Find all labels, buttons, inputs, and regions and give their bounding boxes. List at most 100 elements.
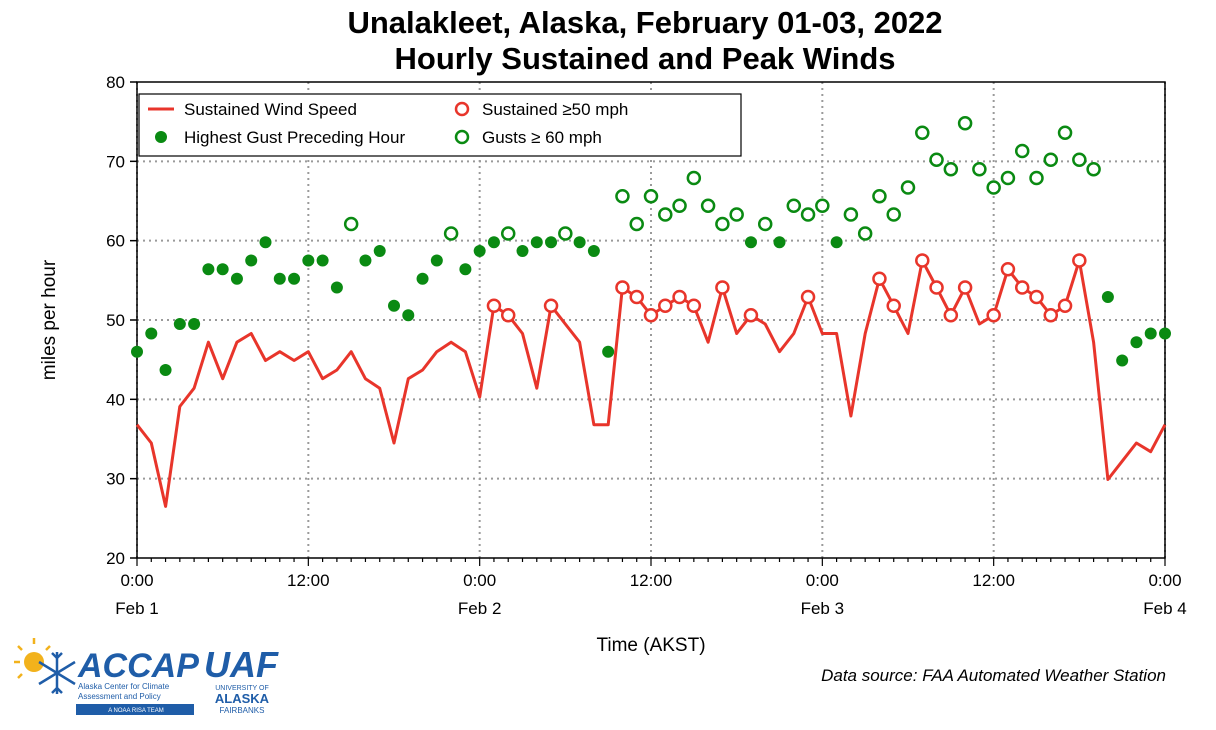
y-tick-label: 40	[106, 390, 125, 409]
data-source-note: Data source: FAA Automated Weather Stati…	[821, 666, 1166, 685]
gust-point	[1159, 327, 1171, 340]
y-tick-label: 50	[106, 311, 125, 330]
sustained-high-point	[643, 307, 659, 323]
x-tick-label: 0:00	[120, 571, 153, 590]
gust-point	[459, 263, 472, 276]
sustained-high-point	[1029, 289, 1044, 305]
gust-high-point	[1086, 162, 1101, 177]
gust-point	[288, 272, 301, 285]
gust-point	[159, 363, 172, 376]
sustained-high-point	[800, 289, 816, 305]
gust-point	[830, 236, 843, 249]
x-tick-label: 0:00	[1148, 571, 1181, 590]
gust-high-point	[615, 188, 630, 204]
x-tick-label: 0:00	[806, 571, 839, 590]
sustained-high-point	[929, 280, 944, 295]
gust-high-point	[729, 207, 744, 222]
gust-high-point	[972, 162, 987, 177]
gust-point	[744, 236, 757, 249]
gust-high-point	[900, 180, 916, 195]
gust-high-point	[643, 188, 659, 204]
y-axis-label: miles per hour	[39, 259, 60, 380]
sustained-high-point	[1057, 298, 1073, 313]
sustained-high-point	[543, 298, 559, 313]
gust-point	[473, 244, 486, 257]
chart-subtitle: Hourly Sustained and Peak Winds	[394, 41, 896, 76]
gust-point	[373, 244, 386, 257]
gust-point	[202, 263, 215, 276]
gust-high-point	[500, 226, 516, 241]
gust-high-point	[872, 188, 887, 204]
sustained-high-point	[886, 298, 901, 313]
sustained-high-point	[957, 280, 973, 295]
x-tick-label: 12:00	[972, 571, 1015, 590]
gust-point	[259, 236, 272, 249]
gust-point	[416, 272, 429, 285]
gust-point	[302, 254, 315, 267]
gust-point	[1101, 290, 1114, 303]
y-tick-label: 30	[106, 470, 125, 489]
x-tick-date-label: Feb 2	[458, 599, 501, 618]
uaf-logo-sub2: ALASKA	[215, 691, 270, 706]
gust-point	[330, 281, 343, 294]
sustained-high-point	[1014, 280, 1030, 295]
snowflake-icon	[38, 652, 76, 694]
gust-high-point	[629, 216, 644, 232]
legend-box	[138, 93, 742, 157]
gust-point	[1116, 354, 1129, 367]
chart-title: Unalakleet, Alaska, February 01-03, 2022	[347, 5, 943, 40]
y-tick-label: 60	[106, 232, 125, 251]
sustained-high-point	[715, 280, 730, 295]
sustained-high-point	[629, 289, 644, 305]
gust-high-point	[786, 198, 802, 214]
gust-point	[359, 254, 372, 267]
gust-point	[402, 309, 415, 322]
sustained-markers	[486, 253, 1087, 323]
sustained-high-point	[1043, 307, 1059, 323]
gust-high-point	[929, 152, 944, 167]
sustained-high-point	[743, 307, 759, 323]
sustained-high-point	[672, 289, 687, 305]
sustained-high-point	[658, 298, 673, 313]
gust-high-point	[1029, 170, 1044, 186]
gust-high-point	[915, 125, 930, 141]
x-tick-date-label: Feb 4	[1143, 599, 1186, 618]
gust-high-point	[815, 198, 830, 214]
gust-markers	[131, 116, 1171, 376]
gust-point	[173, 317, 186, 330]
gust-point	[516, 244, 529, 257]
y-tick-label: 20	[106, 549, 125, 568]
legend-gust-filled-swatch	[155, 131, 167, 143]
legend: Sustained Wind Speed Sustained ≥50 mph H…	[138, 93, 742, 157]
accap-logo-sub1: Alaska Center for Climate	[78, 682, 170, 691]
axis-ticks: 20 30 40 50 60 70 80 0:00 Feb 1 12:00 0:00 Feb 2 12:…	[106, 73, 1187, 618]
sustained-high-point	[1000, 261, 1016, 277]
gust-high-point	[715, 216, 730, 232]
gust-point	[530, 236, 543, 249]
gust-point	[545, 236, 558, 249]
x-tick-date-label: Feb 1	[115, 599, 158, 618]
sun-icon	[14, 638, 51, 679]
gust-high-point	[1000, 170, 1016, 186]
gust-point	[245, 254, 258, 267]
gust-point	[773, 236, 786, 249]
legend-sustained-label: Sustained Wind Speed	[184, 100, 357, 119]
gust-high-point	[757, 216, 773, 232]
gust-point	[573, 236, 586, 249]
sustained-high-point	[486, 298, 502, 313]
gust-high-point	[957, 116, 973, 131]
sustained-high-point	[615, 280, 630, 295]
y-tick-label: 70	[106, 152, 125, 171]
uaf-logo-sub1: UNIVERSITY OF	[215, 685, 269, 692]
legend-sustained-threshold-label: Sustained ≥50 mph	[482, 100, 628, 119]
sustained-high-point	[915, 253, 930, 268]
gust-point	[216, 263, 229, 276]
gust-point	[188, 317, 201, 330]
gust-high-point	[343, 216, 359, 232]
gust-point	[487, 236, 500, 249]
gust-high-point	[672, 198, 687, 214]
gust-point	[230, 272, 243, 285]
gust-high-point	[986, 180, 1001, 195]
gust-high-point	[700, 198, 716, 214]
